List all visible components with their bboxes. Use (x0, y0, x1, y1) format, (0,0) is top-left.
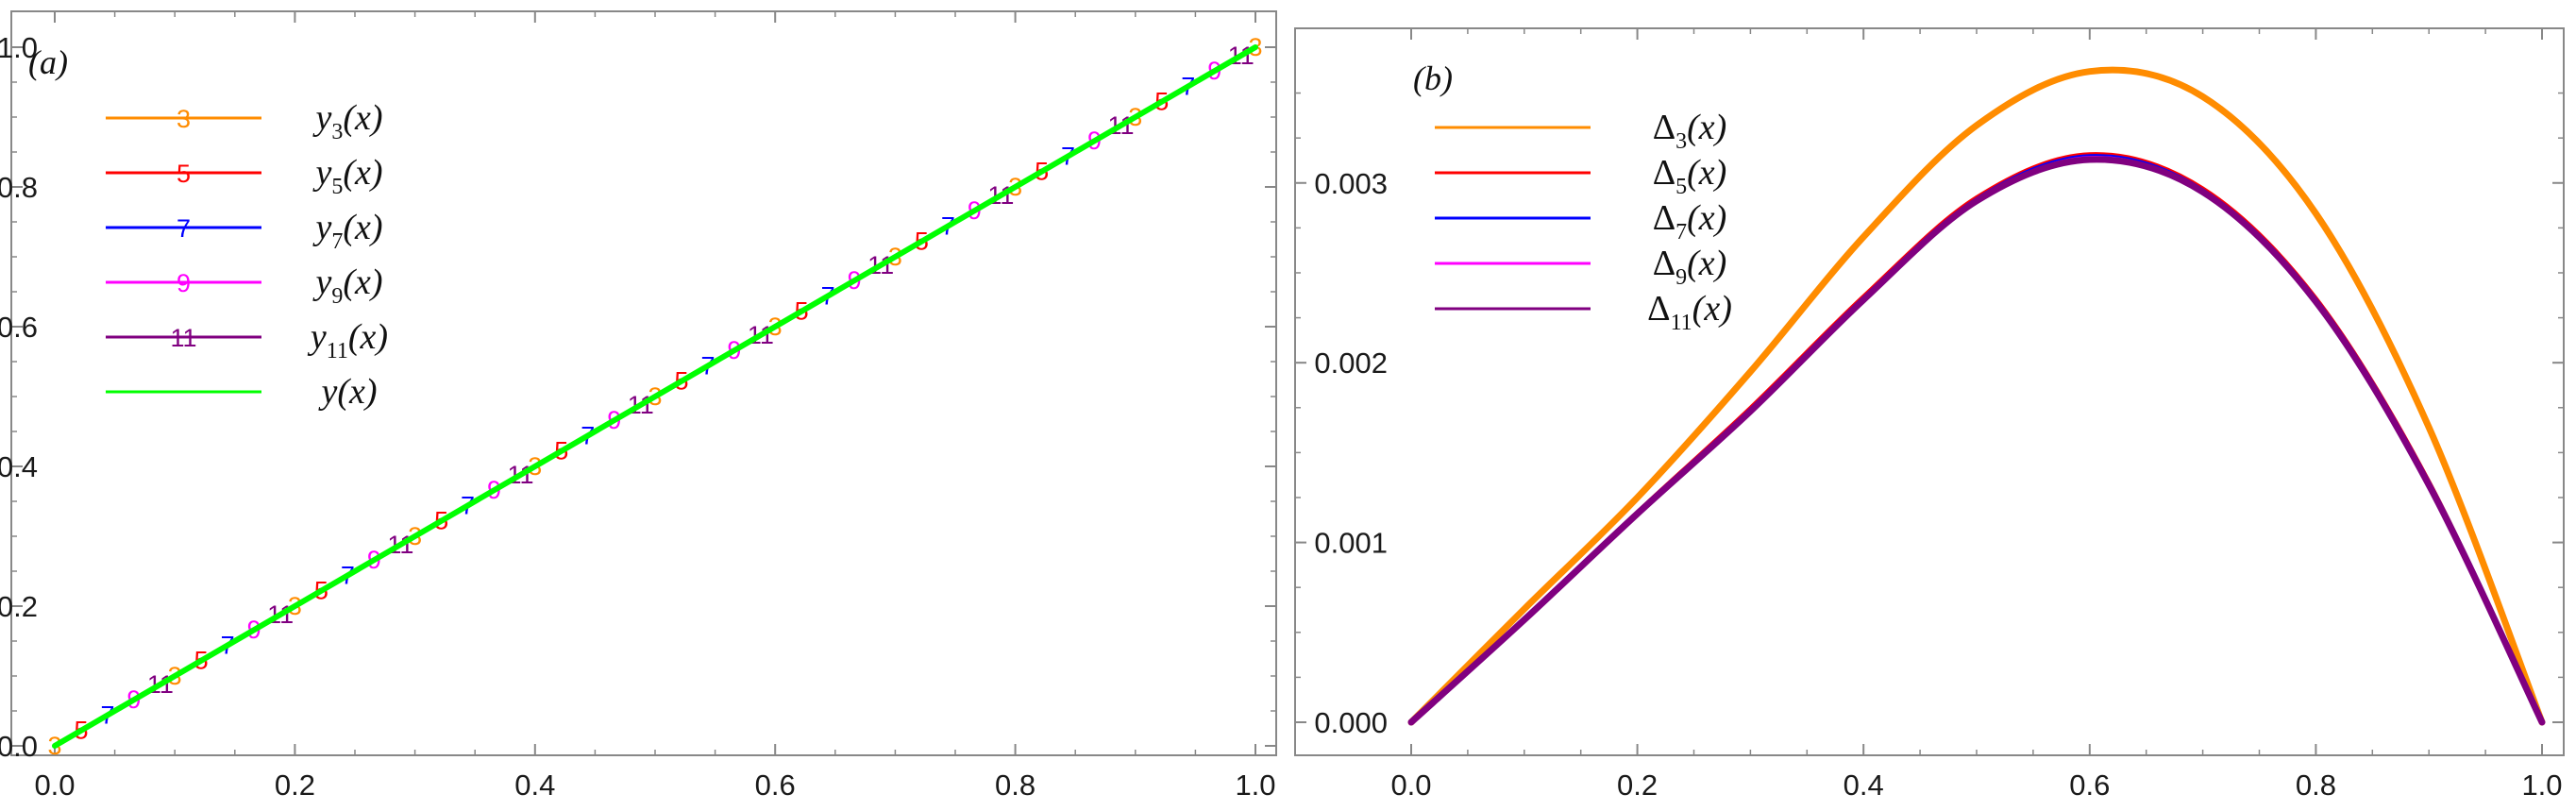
legend-marker: 5 (177, 160, 191, 188)
x-tick-label: 0.6 (755, 769, 796, 802)
legend-marker: 9 (177, 269, 191, 297)
y-tick-label: 0.000 (1314, 706, 1388, 739)
panel-a: 0.0 0.2 0.4 0.6 0.8 1.00.00.20.40.60.81.03333… (0, 10, 1277, 802)
legend-marker: 3 (177, 105, 191, 133)
series-line-b-3 (1409, 156, 2544, 724)
legend-label: y9(x) (311, 262, 382, 309)
series-line-b-1 (1409, 152, 2544, 724)
legend-label: y11(x) (307, 317, 388, 363)
y-tick-label: 0.4 (0, 450, 38, 483)
legend-label: y7(x) (311, 208, 382, 254)
x-tick-label: 0.0 (34, 769, 75, 802)
y-tick-label: 0.001 (1314, 527, 1388, 560)
x-tick-label: 0.4 (514, 769, 555, 802)
panel-label: (b) (1413, 59, 1453, 97)
panel-b: 0.0 0.2 0.4 0.6 0.8 1.0 0.000 0.001 0.002 0.003 Δ3… (1294, 27, 2565, 802)
legend-label: Δ7(x) (1653, 198, 1727, 245)
x-tick-label: 1.0 (2521, 769, 2562, 802)
y-tick-label: 0.8 (0, 171, 38, 204)
x-tick-label: 0.6 (2069, 769, 2110, 802)
legend-label: y5(x) (311, 153, 382, 199)
legend-label: y3(x) (311, 98, 382, 144)
panel-label: (a) (28, 43, 68, 81)
y-tick-label: 1.0 (0, 31, 38, 64)
x-tick-label: 1.0 (1235, 769, 1275, 802)
y-tick-label: 0.003 (1314, 167, 1388, 200)
legend-label: Δ3(x) (1653, 108, 1727, 154)
y-tick-label: 0.6 (0, 311, 38, 344)
x-tick-label: 0.8 (2296, 769, 2336, 802)
legend-label: y(x) (317, 372, 377, 412)
x-tick-label: 0.4 (1844, 769, 1884, 802)
legend-marker: 11 (170, 324, 196, 352)
x-tick-label: 0.2 (1617, 769, 1658, 802)
series-line-b-2 (1409, 154, 2544, 724)
series-line-b-0 (1407, 66, 2546, 726)
x-tick-label: 0.0 (1390, 769, 1431, 802)
series-line-b-4 (1407, 156, 2546, 726)
y-tick-label: 0.2 (0, 590, 38, 623)
legend-label: Δ9(x) (1653, 244, 1727, 290)
plot-frame (1294, 27, 2565, 756)
x-tick-label: 0.8 (995, 769, 1035, 802)
legend-label: Δ11(x) (1647, 289, 1732, 335)
x-tick-label: 0.2 (275, 769, 315, 802)
series-line-a-5 (52, 44, 1258, 749)
y-tick-label: 0.0 (0, 730, 38, 763)
legend-label: Δ5(x) (1653, 153, 1727, 199)
legend-marker: 7 (177, 214, 191, 243)
plot-frame (10, 10, 1277, 756)
y-tick-label: 0.002 (1314, 346, 1388, 380)
